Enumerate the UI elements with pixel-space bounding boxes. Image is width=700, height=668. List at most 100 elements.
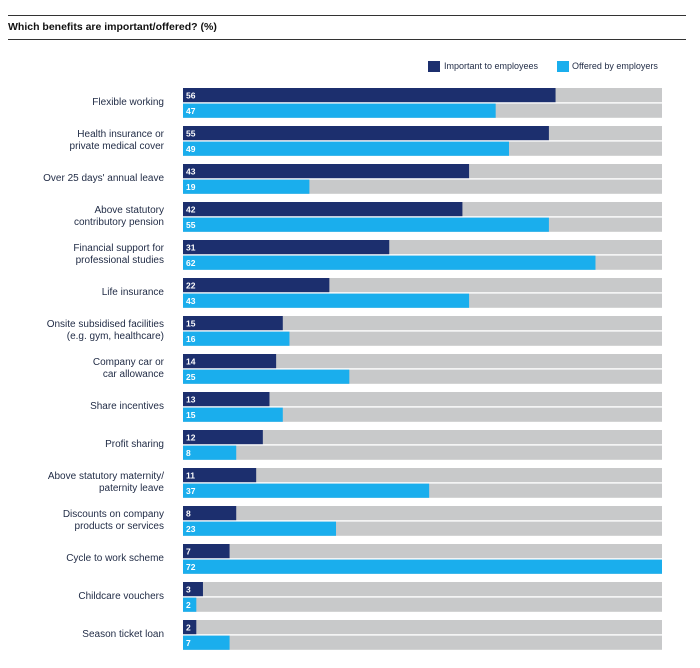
bar-important [183,582,203,597]
bar-offered [183,407,283,422]
data-label: 13 [186,394,196,404]
category-label-line: contributory pension [73,216,164,228]
bar-offered [183,293,470,308]
legend: Important to employees Offered by employ… [428,61,698,73]
data-label: 62 [186,258,196,268]
bar-important [183,240,390,255]
data-label: 47 [186,106,196,116]
data-label: 23 [186,524,196,534]
category-label-line: Above statutory maternity/ [47,471,164,483]
category-label-line: Flexible working [92,97,164,109]
data-label: 25 [186,372,196,382]
category-label-line: Financial support for [73,243,164,255]
bar-track [183,635,662,650]
category-label-line: Health insurance or [77,129,164,141]
bar-track [183,331,662,346]
category-label-line: Cycle to work scheme [66,553,164,565]
bar-track [183,430,662,445]
data-label: 7 [186,546,191,556]
data-label: 37 [186,486,196,496]
category-label: Profit sharing [0,439,164,451]
bar-important [183,164,470,179]
data-label: 22 [186,280,196,290]
category-label-line: Childcare vouchers [78,591,164,603]
category-label-line: Profit sharing [105,439,164,451]
category-label-line: Onsite subsidised facilities [46,319,164,331]
category-label-line: paternity leave [98,482,164,494]
bar-track [183,506,662,521]
bar-offered [183,597,197,612]
bar-track [183,597,662,612]
data-label: 55 [186,220,196,230]
bar-offered [183,179,310,194]
data-label: 14 [186,356,196,366]
bar-important [183,202,463,217]
category-label-line: Company car or [92,357,164,369]
category-label-line: professional studies [75,254,164,266]
bar-track [183,582,662,597]
data-label: 15 [186,410,196,420]
bar-offered [183,217,549,232]
data-label: 72 [186,562,196,572]
data-label: 43 [186,166,196,176]
category-label-line: Season ticket loan [82,629,164,641]
bar-track [183,354,662,369]
data-label: 19 [186,182,196,192]
category-label: Share incentives [0,401,164,413]
bar-important [183,430,263,445]
bar-offered [183,521,337,536]
data-label: 8 [186,448,191,458]
legend-label-offered: Offered by employers [572,61,658,71]
category-label: Company car or car allowance [0,357,164,380]
category-label: Life insurance [0,287,164,299]
category-label-line: Over 25 days' annual leave [43,173,164,185]
data-label: 2 [186,600,191,610]
category-label: Over 25 days' annual leave [0,173,164,185]
data-label: 8 [186,508,191,518]
bar-offered [183,483,430,498]
category-label-line: private medical cover [69,140,164,152]
data-label: 31 [186,242,196,252]
category-label-line: Discounts on company [62,509,164,521]
legend-label-important: Important to employees [444,61,539,71]
category-label: Flexible working [0,97,164,109]
data-label: 12 [186,432,196,442]
bar-track [183,392,662,407]
bar-important [183,354,277,369]
bar-offered [183,559,662,574]
data-label: 56 [186,90,196,100]
title-rule [8,39,686,40]
category-label: Health insurance or private medical cover [0,129,164,152]
bar-important [183,468,257,483]
bar-important [183,88,556,103]
legend-swatch-important [428,61,440,72]
category-label: Childcare vouchers [0,591,164,603]
legend-swatch-offered [557,61,569,72]
bar-important [183,278,330,293]
data-label: 42 [186,204,196,214]
data-label: 7 [186,638,191,648]
category-label-line: Share incentives [90,401,164,413]
category-label: Season ticket loan [0,629,164,641]
data-label: 49 [186,144,196,154]
category-label: Discounts on company products or services [0,509,164,532]
bar-track [183,544,662,559]
data-label: 2 [186,622,191,632]
bar-important [183,126,549,141]
bar-offered [183,635,230,650]
bar-offered [183,445,237,460]
bar-important [183,620,197,635]
bar-important [183,544,230,559]
data-label: 43 [186,296,196,306]
category-label-line: products or services [74,520,164,532]
bar-offered [183,255,596,270]
category-label-line: (e.g. gym, healthcare) [66,330,164,342]
bar-track [183,620,662,635]
data-label: 55 [186,128,196,138]
bar-track [183,445,662,460]
bar-offered [183,141,509,156]
category-label: Cycle to work scheme [0,553,164,565]
data-label: 16 [186,334,196,344]
category-label: Financial support for professional studie… [0,243,164,266]
bar-important [183,392,270,407]
